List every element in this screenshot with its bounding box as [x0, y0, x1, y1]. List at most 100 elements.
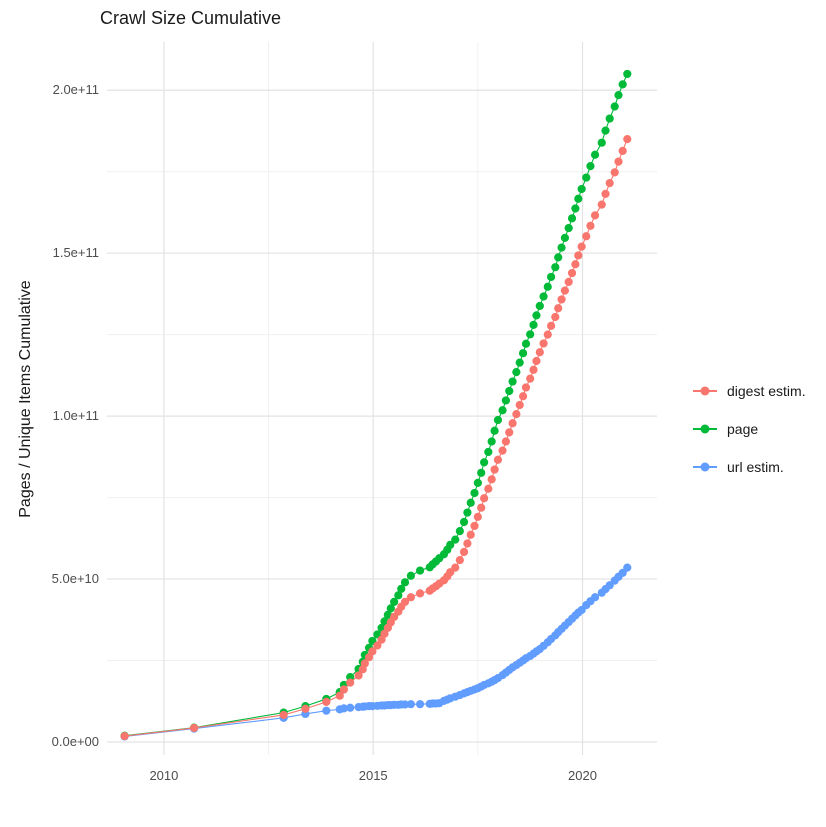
data-point [415, 589, 425, 598]
data-point [480, 458, 489, 467]
data-point [512, 368, 521, 377]
data-point [605, 114, 614, 123]
data-point [586, 162, 595, 171]
data-point [574, 251, 583, 260]
data-point [577, 242, 586, 251]
data-point [515, 400, 524, 410]
data-point [335, 691, 344, 700]
data-point [279, 710, 288, 720]
data-point [554, 253, 563, 262]
data-point [601, 189, 610, 198]
data-point [521, 339, 531, 348]
data-point [551, 263, 560, 272]
data-point [473, 478, 482, 487]
data-point [477, 503, 486, 512]
data-point [614, 157, 623, 166]
data-point [406, 571, 415, 580]
data-point [498, 446, 507, 455]
legend-item-label: digest estim. [727, 383, 806, 399]
data-point [618, 146, 627, 155]
data-point [567, 268, 577, 278]
data-point [582, 232, 591, 241]
data-point [518, 392, 528, 401]
data-point [498, 406, 507, 415]
data-point [470, 488, 479, 498]
x-tick-label: 2010 [149, 768, 179, 783]
data-point [463, 539, 472, 548]
data-point [463, 508, 472, 517]
data-point [521, 383, 531, 392]
data-point [512, 410, 521, 419]
data-point [597, 200, 606, 209]
data-point [547, 321, 556, 330]
data-point [601, 126, 610, 135]
x-tick-label: 2020 [568, 768, 597, 783]
data-point [400, 597, 410, 606]
legend-item-digest-estim: digest estim. [692, 372, 806, 410]
data-point [590, 211, 600, 220]
data-point [505, 386, 514, 396]
legend-item-label: url estim. [727, 459, 784, 475]
series-url-estim [120, 563, 632, 741]
data-point [446, 540, 455, 549]
data-point [493, 455, 503, 464]
data-point [529, 365, 538, 374]
data-point [571, 204, 580, 213]
data-point [590, 593, 600, 602]
data-point [459, 517, 469, 527]
y-tick-label: 0.0e+00 [51, 733, 99, 749]
data-point [605, 179, 614, 188]
data-point [614, 91, 623, 100]
data-point [590, 150, 600, 159]
data-point [354, 671, 363, 680]
data-point [526, 330, 535, 339]
data-point [586, 221, 595, 230]
data-point [360, 659, 369, 668]
data-point [623, 563, 632, 572]
data-point [380, 617, 389, 626]
data-point [406, 700, 415, 709]
data-point [532, 356, 541, 366]
legend-key-icon [693, 386, 717, 396]
data-point [557, 295, 566, 304]
legend-item-url-estim: url estim. [692, 448, 806, 486]
data-point [477, 468, 486, 477]
data-point [490, 465, 499, 474]
data-point [618, 80, 627, 89]
data-point [487, 475, 496, 484]
data-point [400, 578, 410, 587]
legend-key-icon [693, 462, 717, 472]
data-point [610, 168, 619, 177]
data-point [473, 512, 482, 521]
data-point [386, 604, 395, 613]
data-point [189, 723, 199, 733]
data-point [415, 566, 425, 575]
data-point [515, 358, 524, 367]
data-point [505, 428, 514, 437]
data-point [459, 547, 469, 557]
data-point [466, 498, 475, 507]
x-tick-label: 2015 [358, 768, 388, 783]
data-point [560, 286, 570, 295]
data-point [501, 437, 510, 446]
y-tick-label: 2.0e+11 [52, 82, 99, 98]
chart-canvas [107, 42, 657, 755]
data-point [484, 447, 493, 457]
data-point [466, 530, 475, 539]
data-point [560, 233, 570, 242]
data-point [543, 330, 552, 339]
data-point [623, 135, 632, 144]
data-point [582, 173, 591, 182]
data-point [394, 591, 403, 600]
data-point [543, 282, 552, 291]
data-point [554, 304, 563, 313]
data-point [400, 700, 410, 709]
data-point [455, 556, 464, 565]
data-point [484, 484, 493, 493]
data-point [415, 700, 425, 709]
data-point [567, 214, 577, 223]
data-point [406, 593, 415, 602]
data-point [577, 184, 586, 194]
data-point [301, 704, 310, 713]
